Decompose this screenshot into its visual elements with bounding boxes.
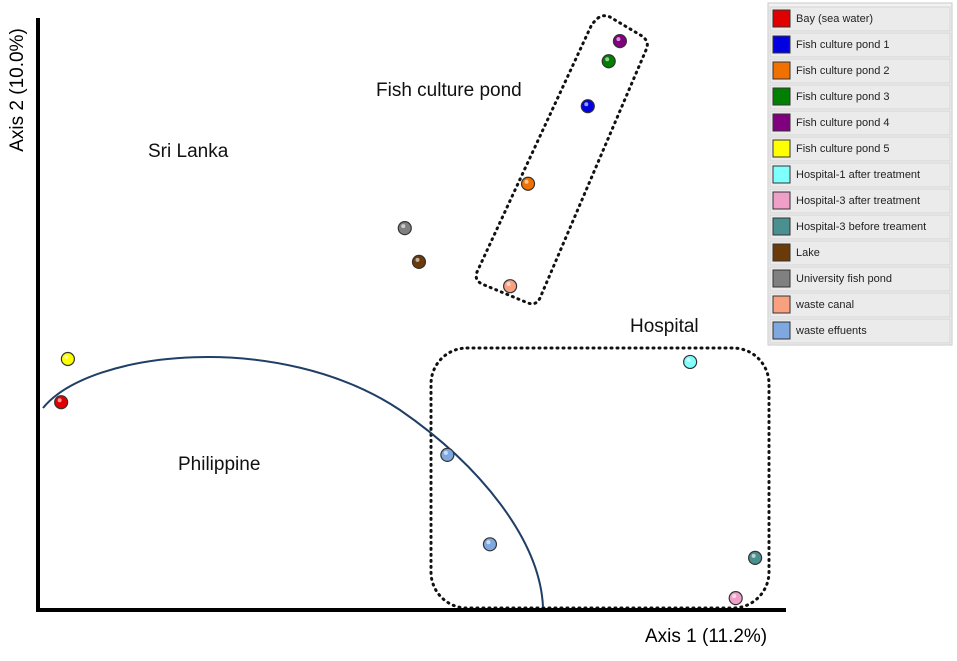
legend-swatch bbox=[772, 87, 791, 106]
region-label: Sri Lanka bbox=[148, 141, 229, 162]
legend-row bbox=[769, 58, 951, 84]
point-highlight bbox=[415, 257, 420, 262]
philippine-curve bbox=[42, 356, 544, 608]
legend-row bbox=[769, 214, 951, 240]
legend-label: Fish culture pond 2 bbox=[796, 65, 890, 77]
hospital-outline bbox=[429, 346, 771, 610]
point bbox=[580, 99, 595, 114]
legend-swatch bbox=[772, 269, 791, 288]
legend-row bbox=[769, 162, 951, 188]
point bbox=[748, 550, 763, 566]
legend-row bbox=[769, 110, 951, 136]
legend-label: Fish culture pond 3 bbox=[796, 91, 890, 103]
point bbox=[683, 354, 698, 370]
point bbox=[440, 447, 455, 462]
point bbox=[520, 176, 536, 191]
legend-row bbox=[769, 136, 951, 162]
legend-swatch bbox=[772, 139, 791, 158]
point-highlight bbox=[732, 594, 737, 599]
point bbox=[612, 33, 628, 49]
point-highlight bbox=[506, 282, 511, 287]
legend-label: Fish culture pond 1 bbox=[796, 39, 890, 51]
point-highlight bbox=[584, 102, 589, 107]
point-highlight bbox=[57, 398, 62, 403]
point bbox=[60, 351, 75, 367]
legend-label: Hospital-3 before treament bbox=[796, 221, 926, 233]
point-highlight bbox=[686, 357, 691, 362]
legend-swatch bbox=[772, 295, 791, 314]
legend-label: Fish culture pond 5 bbox=[796, 143, 890, 155]
legend-row bbox=[769, 266, 951, 292]
legend-label: University fish pond bbox=[796, 273, 892, 285]
region-label: Hospital bbox=[630, 316, 699, 337]
point bbox=[482, 537, 498, 552]
legend-row bbox=[769, 6, 951, 32]
legend-label: Lake bbox=[796, 247, 820, 259]
legend-swatch bbox=[772, 165, 791, 184]
point bbox=[503, 279, 518, 294]
legend-row bbox=[769, 240, 951, 266]
y-axis-label: Axis 2 (10.0%) bbox=[7, 28, 28, 152]
legend-swatch bbox=[772, 113, 791, 132]
point-highlight bbox=[401, 224, 406, 229]
fish-pond-outline bbox=[474, 14, 649, 306]
legend-row bbox=[769, 84, 951, 110]
legend-row bbox=[769, 32, 951, 58]
point-highlight bbox=[524, 179, 529, 184]
legend-label: waste canal bbox=[795, 299, 854, 311]
legend-swatch bbox=[772, 321, 791, 340]
point bbox=[601, 54, 616, 69]
legend-label: Hospital-3 after treatment bbox=[796, 195, 920, 207]
legend-row bbox=[769, 188, 951, 214]
legend-label: Bay (sea water) bbox=[796, 13, 873, 25]
legend-swatch bbox=[772, 191, 791, 210]
point-highlight bbox=[751, 553, 756, 558]
point bbox=[397, 221, 412, 236]
point-highlight bbox=[443, 450, 448, 455]
legend-swatch bbox=[772, 9, 791, 28]
point-highlight bbox=[486, 540, 491, 545]
point bbox=[728, 591, 743, 606]
region-label: Fish culture pond bbox=[376, 80, 522, 101]
legend-label: waste effuents bbox=[795, 325, 867, 337]
legend-swatch bbox=[772, 35, 791, 54]
legend-row bbox=[769, 292, 951, 318]
point bbox=[54, 395, 69, 410]
region-label: Philippine bbox=[178, 454, 260, 475]
legend-label: Hospital-1 after treatment bbox=[796, 169, 920, 181]
point-highlight bbox=[605, 57, 610, 62]
legend-swatch bbox=[772, 61, 791, 80]
legend-swatch bbox=[772, 243, 791, 262]
legend-swatch bbox=[772, 217, 791, 236]
point bbox=[411, 254, 427, 270]
point-highlight bbox=[616, 37, 621, 42]
legend-label: Fish culture pond 4 bbox=[796, 117, 890, 129]
legend-row bbox=[769, 318, 951, 344]
point-highlight bbox=[64, 354, 69, 359]
x-axis-label: Axis 1 (11.2%) bbox=[645, 626, 767, 647]
